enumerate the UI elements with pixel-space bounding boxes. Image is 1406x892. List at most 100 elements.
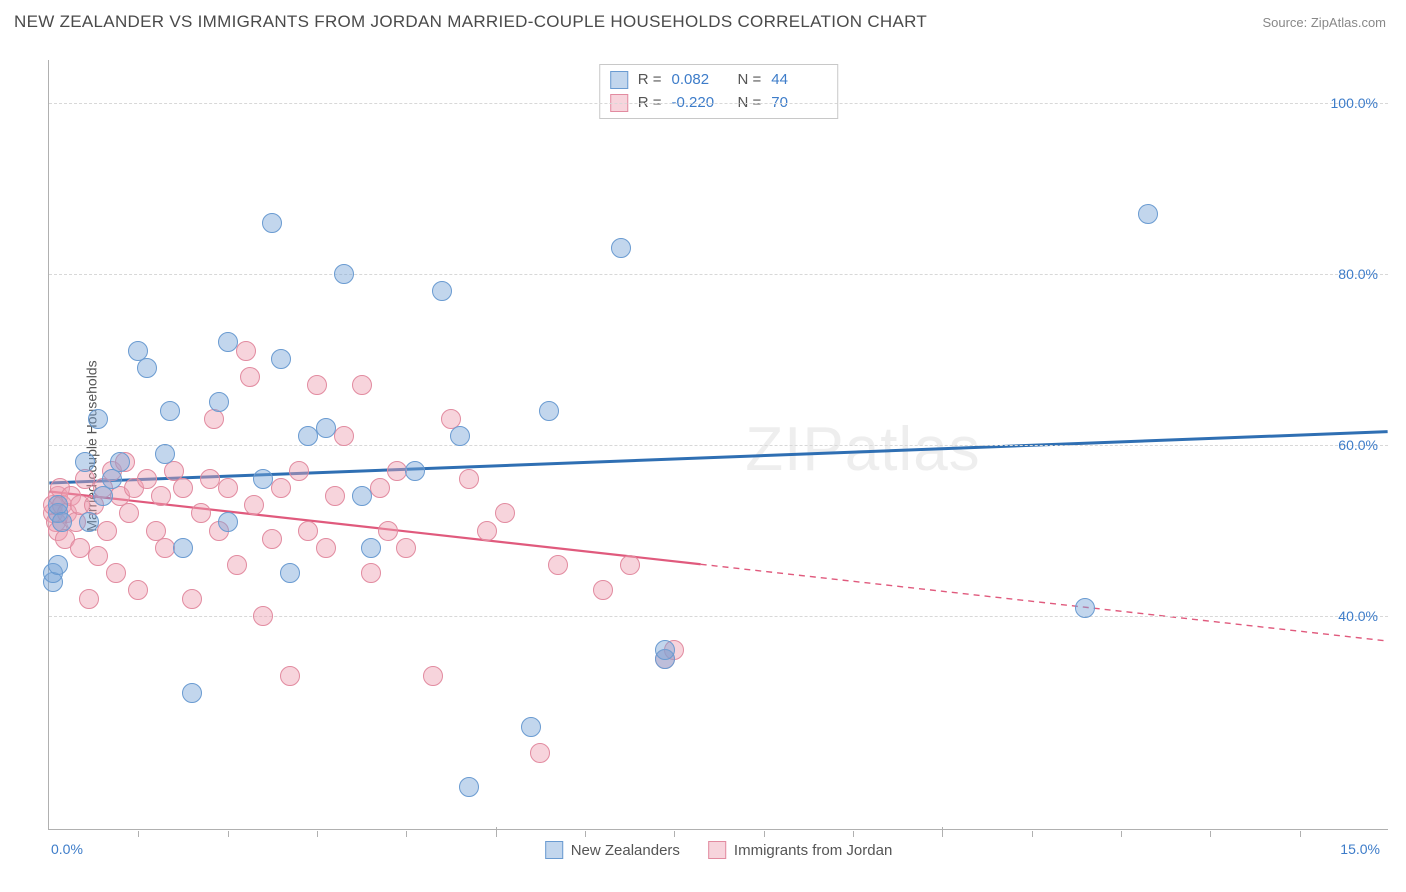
source-label: Source: ZipAtlas.com	[1262, 15, 1386, 30]
point-new-zealanders	[79, 512, 99, 532]
stats-row-a: R = 0.082 N = 44	[610, 69, 828, 92]
point-immigrants-jordan	[423, 666, 443, 686]
point-new-zealanders	[352, 486, 372, 506]
gridline	[49, 103, 1388, 104]
x-tick	[585, 831, 586, 837]
x-tick	[853, 831, 854, 837]
point-new-zealanders	[271, 349, 291, 369]
point-new-zealanders	[218, 512, 238, 532]
point-immigrants-jordan	[280, 666, 300, 686]
x-tick	[942, 827, 943, 837]
point-new-zealanders	[88, 409, 108, 429]
point-immigrants-jordan	[459, 469, 479, 489]
point-immigrants-jordan	[396, 538, 416, 558]
x-tick	[674, 831, 675, 837]
point-new-zealanders	[48, 555, 68, 575]
point-immigrants-jordan	[530, 743, 550, 763]
point-immigrants-jordan	[236, 341, 256, 361]
point-immigrants-jordan	[137, 469, 157, 489]
point-new-zealanders	[209, 392, 229, 412]
point-immigrants-jordan	[271, 478, 291, 498]
x-tick	[1121, 831, 1122, 837]
point-new-zealanders	[316, 418, 336, 438]
point-immigrants-jordan	[378, 521, 398, 541]
point-immigrants-jordan	[477, 521, 497, 541]
chart-plot-area: ZIPatlas R = 0.082 N = 44 R = -0.220 N =…	[48, 60, 1388, 830]
point-new-zealanders	[155, 444, 175, 464]
point-immigrants-jordan	[620, 555, 640, 575]
point-new-zealanders	[253, 469, 273, 489]
gridline	[49, 616, 1388, 617]
n-value-a: 44	[771, 69, 827, 92]
point-immigrants-jordan	[593, 580, 613, 600]
point-immigrants-jordan	[495, 503, 515, 523]
point-new-zealanders	[334, 264, 354, 284]
point-immigrants-jordan	[262, 529, 282, 549]
point-immigrants-jordan	[88, 546, 108, 566]
x-tick	[1032, 831, 1033, 837]
point-immigrants-jordan	[173, 478, 193, 498]
point-immigrants-jordan	[325, 486, 345, 506]
y-tick-label: 100.0%	[1331, 95, 1378, 111]
swatch-immigrants-jordan	[708, 841, 726, 859]
point-new-zealanders	[405, 461, 425, 481]
point-new-zealanders	[182, 683, 202, 703]
point-new-zealanders	[1138, 204, 1158, 224]
point-immigrants-jordan	[316, 538, 336, 558]
swatch-new-zealanders	[545, 841, 563, 859]
point-immigrants-jordan	[151, 486, 171, 506]
point-new-zealanders	[432, 281, 452, 301]
r-value-a: 0.082	[672, 69, 728, 92]
point-new-zealanders	[75, 452, 95, 472]
point-immigrants-jordan	[218, 478, 238, 498]
y-tick-label: 40.0%	[1338, 608, 1378, 624]
point-immigrants-jordan	[191, 503, 211, 523]
point-immigrants-jordan	[227, 555, 247, 575]
point-immigrants-jordan	[128, 580, 148, 600]
point-new-zealanders	[450, 426, 470, 446]
point-immigrants-jordan	[240, 367, 260, 387]
point-new-zealanders	[1075, 598, 1095, 618]
gridline	[49, 274, 1388, 275]
point-immigrants-jordan	[106, 563, 126, 583]
x-tick	[764, 831, 765, 837]
point-new-zealanders	[539, 401, 559, 421]
point-new-zealanders	[137, 358, 157, 378]
point-immigrants-jordan	[182, 589, 202, 609]
chart-title: NEW ZEALANDER VS IMMIGRANTS FROM JORDAN …	[14, 12, 927, 32]
stats-legend-box: R = 0.082 N = 44 R = -0.220 N = 70	[599, 64, 839, 119]
x-tick-label: 0.0%	[51, 841, 83, 857]
x-tick	[406, 831, 407, 837]
point-immigrants-jordan	[307, 375, 327, 395]
point-new-zealanders	[655, 640, 675, 660]
x-tick	[228, 831, 229, 837]
point-immigrants-jordan	[244, 495, 264, 515]
point-immigrants-jordan	[79, 589, 99, 609]
point-immigrants-jordan	[97, 521, 117, 541]
point-immigrants-jordan	[352, 375, 372, 395]
r-label: R =	[638, 69, 662, 92]
legend-label-b: Immigrants from Jordan	[734, 842, 892, 859]
point-immigrants-jordan	[370, 478, 390, 498]
point-new-zealanders	[110, 452, 130, 472]
point-immigrants-jordan	[334, 426, 354, 446]
point-new-zealanders	[361, 538, 381, 558]
x-tick	[496, 827, 497, 837]
point-immigrants-jordan	[548, 555, 568, 575]
bottom-legend: New Zealanders Immigrants from Jordan	[537, 841, 901, 859]
legend-item-b: Immigrants from Jordan	[708, 841, 892, 859]
point-immigrants-jordan	[289, 461, 309, 481]
y-tick-label: 80.0%	[1338, 266, 1378, 282]
x-tick	[1300, 831, 1301, 837]
x-tick-label: 15.0%	[1340, 841, 1380, 857]
y-tick-label: 60.0%	[1338, 437, 1378, 453]
legend-item-a: New Zealanders	[545, 841, 680, 859]
x-tick	[138, 831, 139, 837]
point-new-zealanders	[262, 213, 282, 233]
point-new-zealanders	[160, 401, 180, 421]
n-label: N =	[738, 69, 762, 92]
point-immigrants-jordan	[361, 563, 381, 583]
x-tick	[1210, 831, 1211, 837]
point-new-zealanders	[280, 563, 300, 583]
point-new-zealanders	[521, 717, 541, 737]
